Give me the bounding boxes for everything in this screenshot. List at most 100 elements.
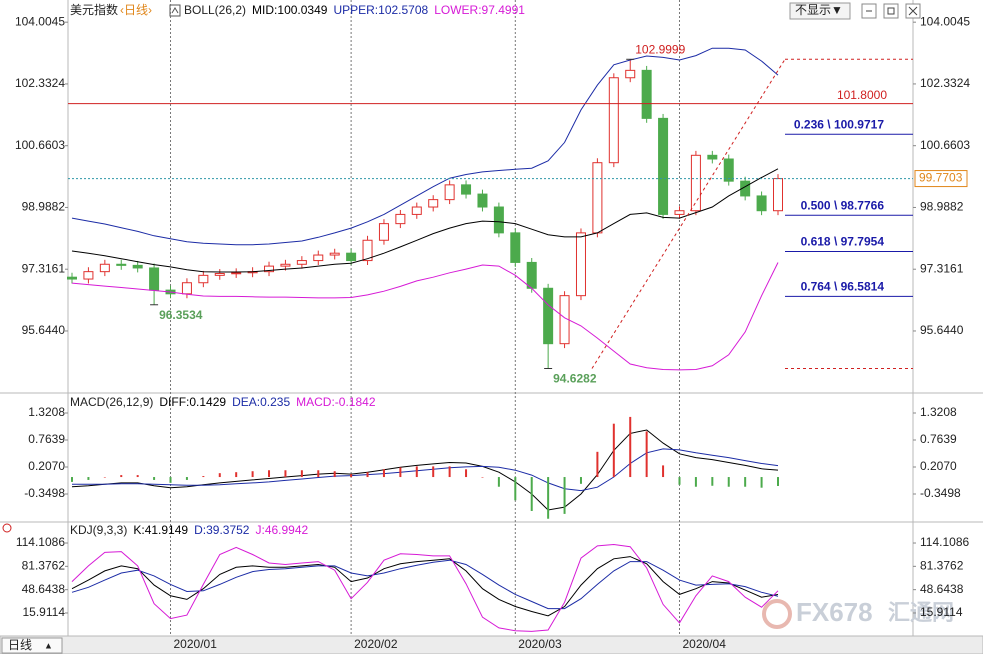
histogram-bar bbox=[432, 466, 435, 478]
legend-name: DIFF: bbox=[159, 395, 189, 409]
candle-body bbox=[526, 261, 537, 289]
histogram-bar bbox=[333, 471, 336, 478]
histogram-bar bbox=[727, 477, 730, 487]
legend-value: 46.9942 bbox=[265, 523, 309, 537]
histogram-bar bbox=[662, 465, 665, 478]
histogram-bar bbox=[136, 475, 139, 478]
indicator-title: KDJ(9,3,3) bbox=[70, 523, 127, 537]
hide-button-label[interactable]: 不显示▼ bbox=[795, 3, 843, 17]
histogram-bar bbox=[711, 477, 714, 486]
candle-body bbox=[773, 178, 783, 212]
extreme-label: 96.3534 bbox=[159, 308, 203, 322]
candle-body bbox=[116, 263, 127, 266]
histogram-bar bbox=[497, 477, 500, 487]
histogram-bar bbox=[579, 477, 582, 484]
y-tick-label: 15.9114 bbox=[920, 605, 963, 619]
extreme-label: 102.9999 bbox=[635, 42, 685, 56]
watermark-name: 汇通网 bbox=[888, 600, 954, 625]
legend-value: 0.235 bbox=[260, 395, 290, 409]
settings-icon[interactable] bbox=[2, 523, 12, 533]
indicator-header: KDJ(9,3,3) K:41.9149 D:39.3752 J:46.9942 bbox=[70, 523, 309, 537]
candle-body bbox=[395, 213, 406, 225]
period[interactable]: ‹日线› bbox=[120, 3, 152, 17]
histogram-bar bbox=[366, 472, 369, 478]
candle-body bbox=[67, 276, 77, 280]
histogram-bar bbox=[777, 477, 779, 486]
period-tab-label[interactable]: 日线 bbox=[8, 638, 32, 652]
histogram-bar bbox=[87, 477, 90, 480]
histogram-bar bbox=[760, 477, 763, 488]
legend-value: 39.3752 bbox=[206, 523, 250, 537]
legend-value: 0.1429 bbox=[189, 395, 226, 409]
legend-value: 100.0349 bbox=[277, 3, 327, 17]
y-tick-label: 95.6440 bbox=[22, 323, 66, 337]
y-tick-label: -0.3498 bbox=[920, 486, 961, 500]
series-line bbox=[71, 262, 779, 371]
histogram-bar bbox=[268, 470, 271, 478]
hide-button[interactable] bbox=[789, 2, 851, 20]
y-tick-label: -0.3498 bbox=[24, 486, 65, 500]
time-axis-bar bbox=[0, 635, 983, 654]
candle-body bbox=[362, 239, 373, 262]
candle-body bbox=[461, 184, 472, 195]
legend-name: UPPER: bbox=[333, 3, 378, 17]
candle-body bbox=[740, 180, 751, 197]
last-price-box bbox=[914, 170, 968, 188]
period-tab-arrow[interactable]: ▲ bbox=[44, 640, 53, 650]
fib-label: 0.618 \ 97.7954 bbox=[801, 235, 885, 249]
indicator-toggle[interactable] bbox=[169, 4, 181, 17]
candle-body bbox=[756, 195, 767, 212]
legend-name: LOWER: bbox=[434, 3, 481, 17]
histogram-bar bbox=[235, 472, 238, 478]
y-tick-label: 1.3208 bbox=[28, 405, 65, 419]
candle-body bbox=[592, 162, 603, 234]
toolbar-button[interactable] bbox=[883, 3, 899, 19]
candle-body bbox=[231, 272, 242, 275]
candle-body bbox=[477, 193, 488, 208]
y-tick-label: 98.9882 bbox=[22, 200, 66, 214]
candle-body bbox=[149, 267, 160, 291]
reference-label: 101.8000 bbox=[837, 88, 887, 102]
candle-body bbox=[296, 260, 307, 265]
candle-body bbox=[707, 154, 718, 160]
candle-body bbox=[198, 274, 209, 284]
histogram-bar bbox=[202, 476, 205, 478]
candle-body bbox=[181, 282, 192, 295]
candle-body bbox=[575, 232, 586, 297]
histogram-bar bbox=[514, 477, 517, 501]
candle-body bbox=[723, 158, 734, 182]
candle-body bbox=[214, 273, 225, 276]
candle-body bbox=[641, 69, 652, 119]
candle-body bbox=[493, 206, 504, 234]
histogram-bar bbox=[415, 466, 418, 478]
series-line bbox=[71, 168, 779, 273]
histogram-bar bbox=[218, 473, 221, 478]
histogram-bar bbox=[300, 470, 303, 478]
candle-body bbox=[378, 223, 389, 241]
histogram-bar bbox=[563, 477, 566, 514]
series-line bbox=[71, 556, 779, 617]
series-line bbox=[71, 559, 779, 610]
histogram-bar bbox=[185, 477, 188, 480]
series-line bbox=[71, 429, 779, 511]
legend-name: K: bbox=[133, 523, 144, 537]
histogram-bar bbox=[694, 477, 697, 487]
y-tick-label: 0.7639 bbox=[28, 432, 65, 446]
y-tick-label: 102.3324 bbox=[15, 76, 65, 90]
indicator-header: BOLL(26,2) MID:100.0349 UPPER:102.5708 LOWE… bbox=[184, 3, 525, 17]
y-tick-label: 95.6440 bbox=[920, 323, 964, 337]
y-tick-label: 81.3762 bbox=[22, 559, 66, 573]
fib-label: 0.236 \ 100.9717 bbox=[794, 117, 884, 131]
icon bbox=[908, 6, 918, 16]
period-tab[interactable] bbox=[1, 637, 63, 654]
candle-body bbox=[625, 69, 636, 79]
histogram-bar bbox=[169, 477, 172, 483]
x-tick-label: 2020/01 bbox=[174, 637, 218, 651]
y-tick-label: 48.6438 bbox=[920, 582, 964, 596]
extreme-label: 94.6282 bbox=[553, 372, 597, 386]
candle-body bbox=[674, 210, 685, 215]
y-tick-label: 1.3208 bbox=[920, 405, 957, 419]
candle-body bbox=[99, 263, 110, 273]
y-tick-label: 102.3324 bbox=[920, 76, 970, 90]
icon bbox=[887, 7, 895, 15]
